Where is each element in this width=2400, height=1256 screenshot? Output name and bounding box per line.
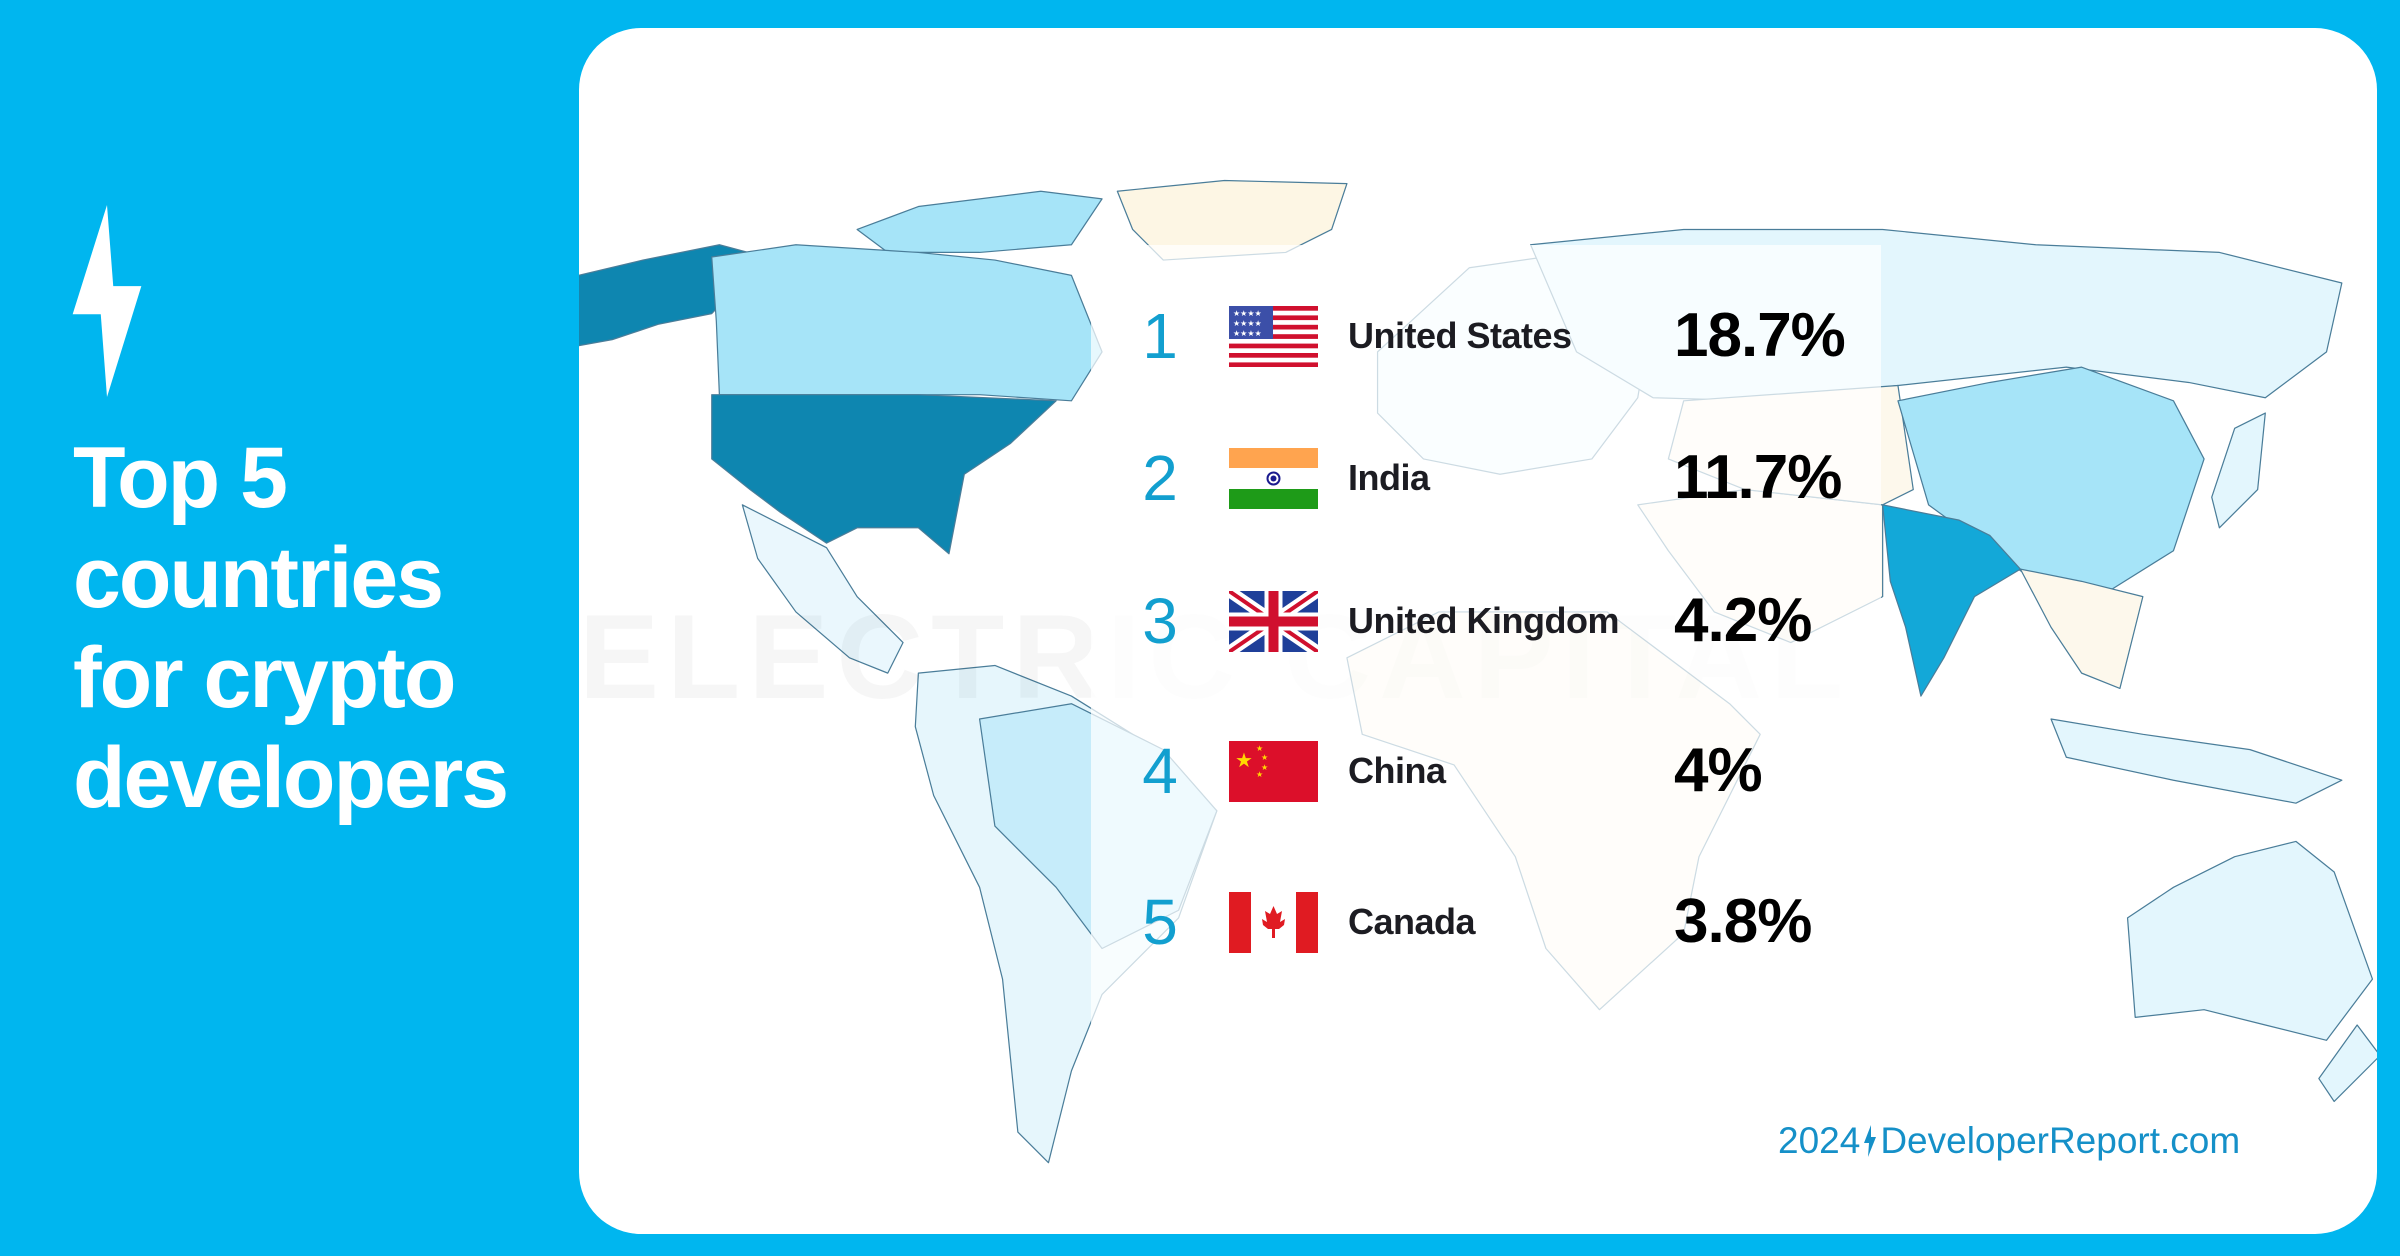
lightning-bolt-icon	[72, 205, 142, 397]
country-name: India	[1348, 457, 1430, 498]
map-japan	[2211, 412, 2266, 529]
svg-text:★: ★	[1235, 750, 1253, 772]
percentage: 4.2%	[1674, 586, 1812, 655]
table-row: 5 Canada 3.8%	[579, 882, 2377, 962]
title-line: developers	[73, 730, 509, 826]
svg-text:★★★★: ★★★★	[1233, 309, 1262, 318]
table-backdrop	[1091, 245, 1881, 1105]
canada-flag-icon	[1229, 892, 1318, 953]
percentage: 4%	[1674, 736, 1763, 805]
page-title: Top 5 countries for crypto developers	[73, 428, 509, 828]
country-name: Canada	[1348, 901, 1476, 942]
map-india	[1882, 504, 2022, 697]
map-canada	[711, 244, 1103, 402]
table-row: 2 India 11.7%	[579, 438, 2377, 518]
india-flag-icon	[1229, 448, 1318, 509]
map-australia	[2126, 840, 2374, 1041]
svg-text:★: ★	[1256, 770, 1263, 779]
percentage: 11.7%	[1674, 443, 1842, 512]
svg-text:★: ★	[1256, 744, 1263, 753]
svg-text:★: ★	[1261, 753, 1268, 762]
map-mexico	[741, 504, 904, 674]
country-name: China	[1348, 750, 1446, 791]
map-indonesia	[2050, 718, 2343, 804]
map-card: ELECTRIC CAPITAL 1 ★★★★★★★★★★★★ United S…	[579, 28, 2377, 1234]
map-arctic-islands	[856, 190, 1103, 254]
rank: 4	[1142, 735, 1178, 807]
footer-site: DeveloperReport.com	[1880, 1120, 2241, 1161]
us-flag-icon: ★★★★★★★★★★★★	[1229, 306, 1318, 367]
rank: 2	[1142, 442, 1178, 514]
title-line: Top 5	[73, 430, 288, 526]
rank: 5	[1142, 886, 1178, 958]
table-row: 3 United Kingdom 4.2%	[579, 581, 2377, 661]
table-row: 1 ★★★★ ★★★★ ★★★★ United States 18.7%	[579, 296, 2377, 376]
uk-flag-icon	[1229, 591, 1318, 652]
rank: 3	[1142, 585, 1178, 657]
country-name: United Kingdom	[1348, 600, 1619, 641]
map-greenland	[1116, 179, 1348, 261]
lightning-bolt-icon	[1864, 1125, 1877, 1157]
china-flag-icon: ★ ★★★★	[1229, 741, 1318, 802]
percentage: 18.7%	[1674, 301, 1846, 370]
map-usa	[711, 394, 1057, 555]
percentage: 3.8%	[1674, 887, 1812, 956]
country-name: United States	[1348, 315, 1572, 356]
table-row: 4 ★ ★ ★ ★ ★ China 4%	[579, 731, 2377, 811]
rank: 1	[1142, 300, 1178, 372]
svg-text:★★★★: ★★★★	[1233, 329, 1262, 338]
svg-text:★★★★: ★★★★	[1233, 319, 1262, 328]
map-new-zealand	[2318, 1024, 2377, 1103]
footer-brand: 2024 DeveloperReport.com	[1778, 1120, 2240, 1162]
footer-year: 2024	[1778, 1120, 1861, 1161]
svg-text:★: ★	[1261, 763, 1268, 772]
map-southeast-asia	[2019, 568, 2144, 690]
title-line: for crypto	[73, 630, 456, 726]
title-line: countries	[73, 530, 444, 626]
